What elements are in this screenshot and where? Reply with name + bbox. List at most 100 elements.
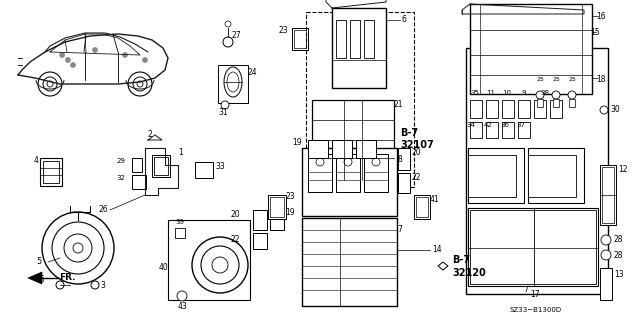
Bar (306, 12, 414, 187)
Circle shape (73, 243, 83, 253)
Circle shape (65, 57, 70, 63)
Bar (302, 148, 397, 216)
Text: 39: 39 (175, 219, 184, 225)
Text: 32120: 32120 (452, 268, 486, 278)
Bar (466, 48, 608, 294)
Bar (152, 155, 170, 177)
Circle shape (192, 237, 248, 293)
Bar (364, 20, 374, 58)
Circle shape (38, 72, 62, 96)
Bar (312, 100, 394, 180)
Text: 22: 22 (412, 173, 422, 182)
Circle shape (225, 21, 231, 27)
Circle shape (64, 234, 92, 262)
Bar (550, 100, 562, 118)
Bar (292, 28, 308, 50)
Polygon shape (28, 272, 42, 284)
Bar (302, 218, 397, 306)
Text: 15: 15 (590, 28, 600, 37)
Text: 28: 28 (614, 235, 623, 244)
Circle shape (552, 91, 560, 99)
Text: 4: 4 (33, 156, 38, 165)
Bar (502, 122, 514, 138)
Text: SZ33−B1300D: SZ33−B1300D (510, 307, 562, 313)
Text: 40: 40 (158, 263, 168, 272)
Bar (414, 195, 430, 219)
Bar (416, 197, 428, 217)
Bar (332, 8, 386, 88)
Bar (486, 122, 498, 138)
Bar (308, 154, 332, 192)
Text: 8: 8 (397, 155, 402, 164)
Bar (602, 167, 614, 223)
Circle shape (122, 53, 127, 57)
Text: 37: 37 (516, 122, 525, 128)
Bar (195, 162, 213, 178)
Text: 5: 5 (36, 257, 41, 266)
Circle shape (372, 158, 380, 166)
Circle shape (600, 106, 608, 114)
Circle shape (223, 37, 233, 47)
Bar (518, 122, 530, 138)
Bar (43, 161, 59, 183)
Bar (470, 4, 592, 94)
Circle shape (60, 53, 65, 57)
Text: 2: 2 (148, 130, 153, 139)
Text: 32107: 32107 (400, 140, 434, 150)
Bar (308, 140, 328, 158)
Text: 34: 34 (466, 122, 475, 128)
Circle shape (212, 257, 228, 273)
Bar (398, 173, 410, 193)
Bar (470, 210, 596, 284)
Circle shape (601, 235, 611, 245)
Bar (468, 148, 524, 203)
Circle shape (177, 291, 187, 301)
Circle shape (143, 57, 147, 63)
Text: 26: 26 (99, 205, 108, 214)
Bar (528, 155, 576, 197)
Text: 24: 24 (248, 68, 258, 77)
Bar (40, 158, 62, 186)
Ellipse shape (224, 67, 242, 97)
Bar (398, 148, 410, 170)
Text: 6: 6 (402, 16, 407, 25)
Text: 21: 21 (394, 100, 403, 109)
Circle shape (91, 281, 99, 289)
Text: 23: 23 (278, 26, 288, 35)
Bar (553, 99, 559, 107)
Circle shape (56, 281, 64, 289)
Bar (537, 99, 543, 107)
Bar (268, 195, 286, 219)
Bar (534, 100, 546, 118)
Bar (470, 100, 482, 118)
Bar (154, 157, 168, 175)
Circle shape (201, 246, 239, 284)
Text: 38: 38 (540, 90, 549, 96)
Circle shape (137, 81, 143, 87)
Circle shape (43, 77, 57, 91)
Text: B-7: B-7 (400, 128, 418, 138)
Text: 18: 18 (596, 75, 605, 84)
Circle shape (536, 91, 544, 99)
Text: 12: 12 (618, 165, 627, 174)
Text: 19: 19 (292, 138, 302, 147)
Bar (350, 20, 360, 58)
Circle shape (70, 63, 76, 68)
Bar (270, 197, 284, 217)
Polygon shape (438, 262, 448, 270)
Bar (486, 100, 498, 118)
Text: 22: 22 (230, 235, 240, 244)
Bar (218, 65, 248, 103)
Bar (332, 140, 352, 158)
Bar (364, 154, 388, 192)
Text: 25: 25 (552, 77, 560, 82)
Bar (356, 140, 376, 158)
Text: 28: 28 (614, 250, 623, 259)
Text: 9: 9 (522, 90, 527, 96)
Text: 23: 23 (285, 192, 294, 201)
Bar (336, 154, 360, 192)
Bar (168, 220, 250, 300)
Ellipse shape (227, 72, 239, 92)
Bar (468, 208, 598, 286)
Bar (600, 165, 616, 225)
